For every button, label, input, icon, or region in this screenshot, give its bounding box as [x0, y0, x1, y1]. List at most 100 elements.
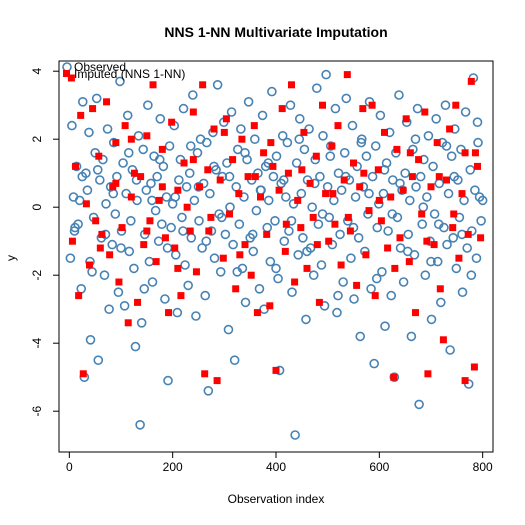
imputed-point [269, 162, 277, 170]
y-axis: -6 -4 -2 0 2 4 [30, 68, 59, 417]
imputed-point [143, 227, 151, 235]
observed-point [157, 219, 167, 229]
imputed-point [186, 227, 194, 235]
imputed-point [309, 213, 317, 221]
imputed-point [171, 244, 179, 252]
imputed-point [430, 241, 438, 249]
imputed-point [406, 149, 414, 157]
imputed-point [415, 156, 423, 164]
x-tick-label: 200 [163, 460, 183, 474]
imputed-point [272, 366, 280, 374]
observed-point [122, 110, 133, 121]
x-tick-label: 600 [369, 460, 389, 474]
observed-point [160, 294, 170, 304]
observed-point [263, 195, 274, 206]
imputed-point [92, 217, 100, 225]
observed-point [270, 216, 280, 226]
observed-point [184, 168, 195, 178]
observed-point [371, 273, 382, 284]
observed-point [448, 233, 459, 243]
observed-point [333, 290, 343, 301]
observed-point [147, 277, 158, 287]
observed-point [271, 151, 282, 161]
observed-point [466, 270, 477, 281]
observed-point [163, 375, 173, 386]
imputed-point [155, 196, 163, 204]
imputed-point [152, 258, 160, 266]
imputed-point [168, 118, 176, 126]
observed-series [65, 69, 488, 440]
imputed-point [253, 309, 261, 317]
imputed-point [241, 241, 249, 249]
imputed-point [319, 101, 326, 109]
observed-point [136, 317, 147, 328]
y-tick-label: 4 [30, 68, 44, 75]
imputed-point [96, 244, 104, 252]
observed-point [364, 188, 374, 199]
imputed-point [284, 169, 292, 177]
observed-point [460, 107, 471, 117]
observed-point [462, 243, 472, 253]
imputed-point [449, 224, 457, 232]
observed-point [287, 287, 297, 298]
imputed-point [424, 370, 432, 378]
observed-point [317, 209, 328, 219]
observed-point [394, 90, 404, 100]
observed-point [375, 110, 386, 121]
observed-point [146, 178, 156, 189]
observed-point [273, 273, 283, 284]
imputed-point [412, 309, 419, 317]
observed-point [254, 283, 265, 294]
observed-point [113, 287, 124, 298]
observed-point [229, 355, 240, 366]
imputed-point [180, 159, 188, 167]
observed-point [194, 216, 204, 226]
observed-point [285, 100, 296, 110]
observed-point [296, 188, 307, 199]
observed-point [243, 97, 254, 107]
observed-point [366, 283, 376, 294]
observed-point [406, 331, 417, 342]
observed-point [423, 131, 434, 141]
imputed-point [205, 227, 213, 235]
observed-point [380, 321, 390, 332]
imputed-point [247, 271, 255, 279]
imputed-point [75, 292, 83, 300]
observed-point [181, 182, 192, 192]
observed-point [185, 141, 196, 151]
imputed-point [396, 234, 404, 242]
observed-point [172, 307, 183, 318]
observed-point [361, 151, 372, 161]
imputed-series [67, 71, 485, 385]
observed-point [183, 280, 193, 291]
imputed-point [67, 74, 75, 82]
observed-point [154, 154, 165, 165]
imputed-point [251, 173, 259, 181]
imputed-point [267, 139, 275, 147]
imputed-point [201, 370, 209, 378]
imputed-point [381, 128, 388, 136]
observed-point [197, 243, 207, 253]
chart-title: NNS 1-NN Multivariate Imputation [164, 24, 387, 40]
observed-point [126, 216, 136, 226]
imputed-point [112, 179, 120, 187]
observed-point [279, 236, 290, 246]
imputed-point [98, 230, 106, 238]
observed-point [291, 158, 302, 168]
imputed-point [391, 264, 399, 272]
imputed-point [127, 193, 135, 201]
observed-point [257, 110, 268, 121]
imputed-point [328, 142, 336, 150]
imputed-point [82, 200, 90, 208]
imputed-point [458, 190, 466, 198]
imputed-point [291, 278, 299, 286]
observed-point [459, 195, 469, 206]
observed-point [294, 114, 305, 124]
imputed-point [177, 292, 185, 300]
observed-point [457, 287, 468, 298]
imputed-point [359, 105, 367, 113]
imputed-point [118, 224, 126, 232]
observed-point [74, 195, 85, 206]
imputed-point [477, 234, 485, 242]
imputed-point [384, 244, 392, 252]
